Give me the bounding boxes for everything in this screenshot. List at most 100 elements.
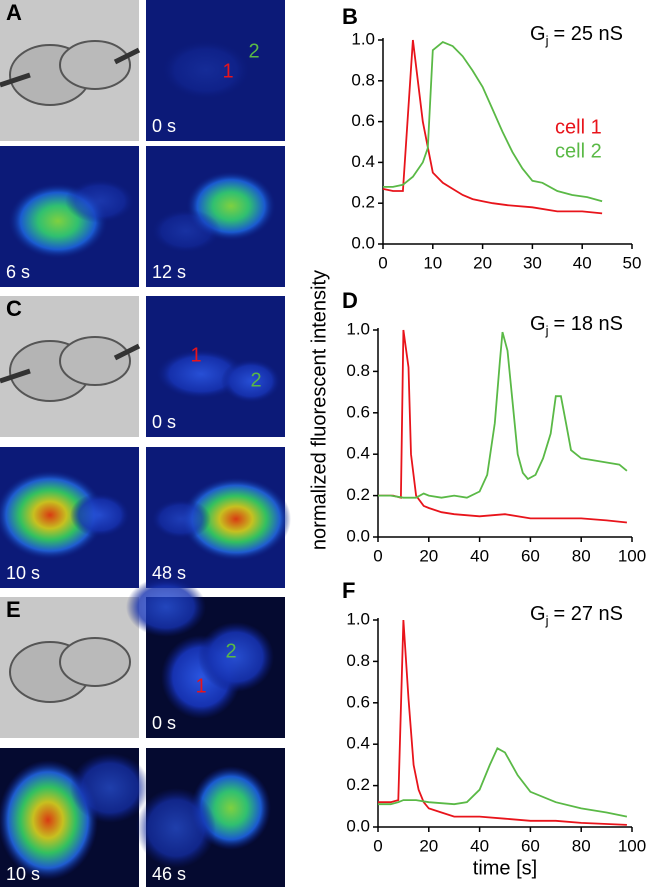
annotation-part: j (545, 613, 549, 628)
y-tick-label: 0.0 (346, 816, 370, 835)
x-tick-label: 0 (378, 253, 387, 272)
cell-outline (59, 637, 131, 687)
x-tick-label: 60 (521, 836, 540, 855)
annotation-part: = 25 nS (553, 23, 623, 45)
fluorescence-image: 12 s (146, 146, 285, 287)
x-tick-label: 10 (423, 253, 442, 272)
panel-letter: F (342, 578, 355, 603)
fluorescence-blob (70, 753, 150, 823)
time-label: 0 s (152, 412, 176, 432)
fluorescence-image: 0 s 12 (126, 577, 285, 738)
data-line (378, 331, 628, 499)
time-label: 6 s (6, 262, 30, 282)
annotation-part: G (530, 23, 546, 45)
annotation: Gj = 18 nS (530, 313, 623, 338)
fluorescence-image: 6 s (0, 146, 139, 287)
fluorescence-blob (0, 470, 105, 560)
fluorescence-blob (65, 179, 135, 223)
annotation-part: = 27 nS (553, 603, 623, 625)
x-axis-label: time [s] (473, 857, 537, 879)
y-tick-label: 0.6 (351, 111, 375, 130)
cell-label: 1 (190, 344, 201, 366)
data-line (383, 40, 603, 203)
fluorescence-blob (181, 477, 291, 561)
time-label: 0 s (152, 713, 176, 733)
x-tick-label: 40 (470, 546, 489, 565)
legend-label: cell 1 (555, 116, 602, 138)
time-label: 0 s (152, 116, 176, 136)
y-tick-label: 0.4 (346, 734, 370, 753)
data-line (378, 329, 627, 524)
annotation: Gj = 25 nS (530, 23, 623, 48)
y-tick-label: 0.6 (346, 402, 370, 421)
cell-label: 2 (250, 369, 261, 391)
panel-letter: E (6, 597, 21, 622)
brightfield-image: C (0, 296, 141, 437)
fluorescence-blob (151, 209, 221, 253)
legend-label: cell 2 (555, 140, 602, 162)
cell-outline (59, 40, 131, 90)
annotation-part: G (530, 313, 546, 335)
y-tick-label: 0.2 (346, 775, 370, 794)
fluorescence-blob (136, 788, 216, 868)
y-tick-label: 0.8 (351, 70, 375, 89)
cell-label: 2 (225, 640, 236, 662)
time-label: 10 s (6, 563, 40, 583)
y-axis-label: normalized fluorescent intensity (308, 270, 330, 550)
fluorescence-image: 10 s (0, 748, 150, 889)
cell-label: 1 (195, 675, 206, 697)
y-tick-label: 1.0 (346, 319, 370, 338)
brightfield-image: A (0, 0, 141, 141)
data-line (378, 619, 627, 826)
y-tick-label: 0.0 (346, 526, 370, 545)
fluorescence-blob (70, 493, 130, 537)
fluorescence-blob (198, 622, 274, 692)
x-tick-label: 80 (572, 546, 591, 565)
y-tick-label: 0.6 (346, 692, 370, 711)
fluorescence-image: 0 s 12 (146, 0, 285, 141)
time-label: 46 s (152, 864, 186, 884)
y-tick-label: 0.8 (346, 651, 370, 670)
time-label: 12 s (152, 262, 186, 282)
fluorescence-image: 48 s (146, 447, 291, 588)
fluorescence-blob (161, 40, 251, 100)
y-tick-label: 1.0 (346, 609, 370, 628)
x-tick-label: 20 (419, 546, 438, 565)
x-tick-label: 0 (373, 836, 382, 855)
fluorescence-blob (151, 499, 211, 539)
y-tick-label: 0.2 (346, 485, 370, 504)
x-tick-label: 30 (523, 253, 542, 272)
fluorescence-image: 0 s 1 2 (146, 296, 285, 437)
x-tick-label: 40 (573, 253, 592, 272)
annotation-part: = 18 nS (553, 313, 623, 335)
cell-label: 1 (222, 60, 233, 82)
data-line (378, 747, 628, 818)
panel-letter: D (342, 288, 358, 313)
x-tick-label: 100 (618, 836, 646, 855)
annotation: Gj = 27 nS (530, 603, 623, 628)
pipette (0, 72, 31, 88)
annotation-part: j (545, 33, 549, 48)
x-tick-label: 20 (473, 253, 492, 272)
annotation-part: j (545, 323, 549, 338)
fluorescence-image: 46 s (136, 748, 285, 889)
x-tick-label: 0 (373, 546, 382, 565)
pipette (113, 343, 141, 361)
annotation-part: G (530, 603, 546, 625)
y-tick-label: 1.0 (351, 29, 375, 48)
x-tick-label: 20 (419, 836, 438, 855)
pipette (113, 47, 141, 65)
time-label: 10 s (6, 864, 40, 884)
data-line (382, 39, 603, 215)
y-tick-label: 0.8 (346, 361, 370, 380)
fluorescence-blob (126, 577, 206, 637)
cell-label: 2 (248, 40, 259, 62)
y-tick-label: 0.2 (351, 193, 375, 212)
x-tick-label: 50 (623, 253, 642, 272)
x-tick-label: 100 (618, 546, 646, 565)
x-tick-label: 80 (572, 836, 591, 855)
y-tick-label: 0.4 (346, 444, 370, 463)
y-tick-label: 0.4 (351, 152, 375, 171)
fluorescence-image: 10 s (0, 447, 139, 588)
